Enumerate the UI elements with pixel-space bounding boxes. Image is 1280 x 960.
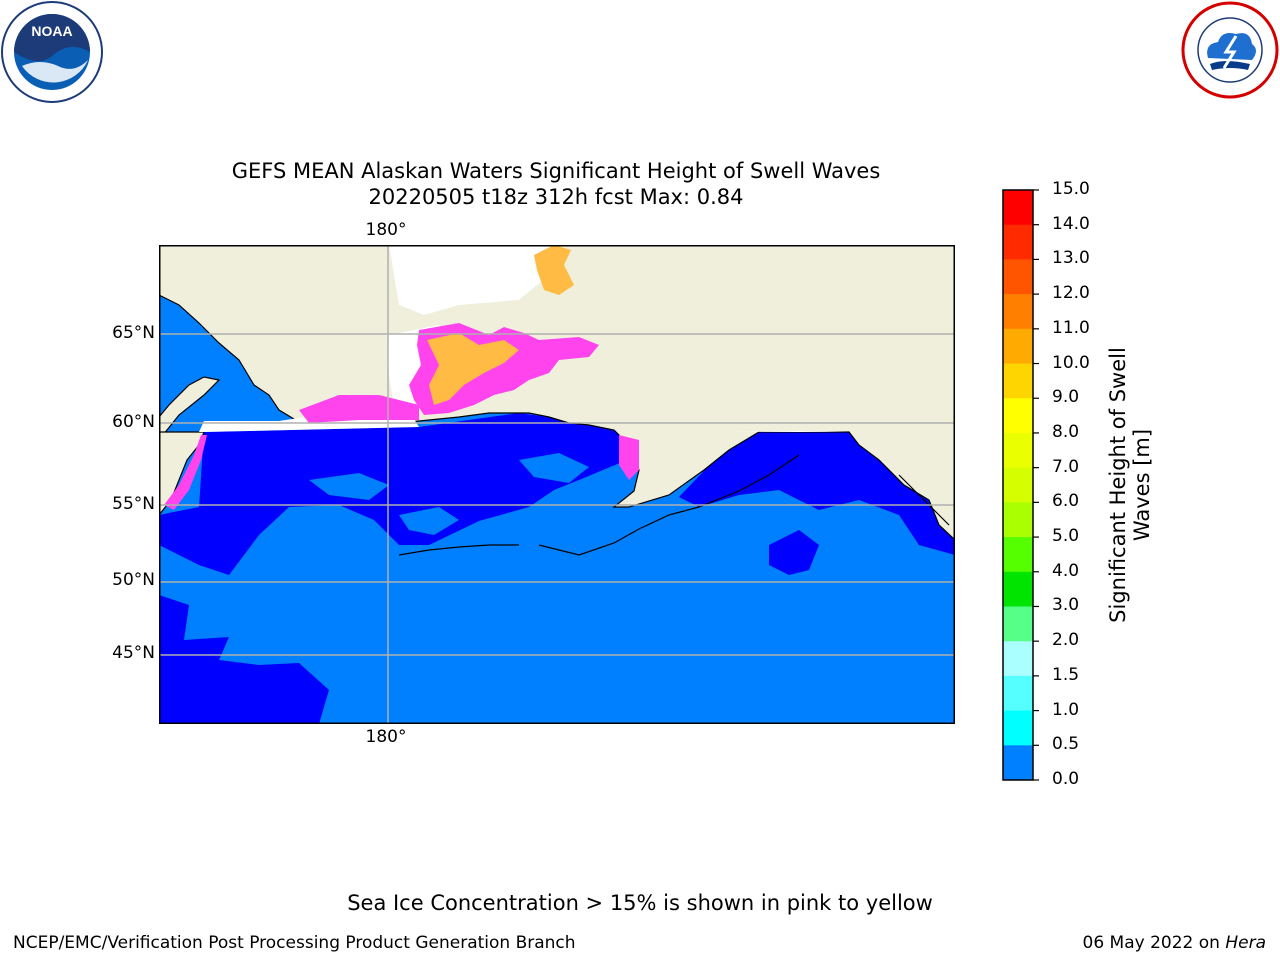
colorbar-tick-label: 1.5 bbox=[1052, 664, 1080, 685]
land-chukotka-west bbox=[159, 376, 221, 441]
sea-ice-note: Sea Ice Concentration > 15% is shown in … bbox=[347, 891, 933, 915]
colorbar-tick-label: 2.0 bbox=[1052, 630, 1080, 651]
colorbar-tick-label: 12.0 bbox=[1052, 283, 1090, 304]
colorbar-segment bbox=[1003, 294, 1033, 330]
lat-label-55: 55°N bbox=[112, 494, 155, 514]
colorbar-segment bbox=[1003, 641, 1033, 677]
swell-map bbox=[159, 245, 955, 724]
sea-ice-bristol bbox=[619, 435, 639, 480]
colorbar-tick-label: 10.0 bbox=[1052, 352, 1090, 373]
colorbar-label-line1: Significant Height of Swell bbox=[1106, 347, 1130, 623]
noaa-logo: NOAA bbox=[1, 1, 103, 103]
sea-ice-chukchi bbox=[534, 245, 574, 295]
colorbar-tick-label: 0.5 bbox=[1052, 734, 1080, 755]
lat-label-65: 65°N bbox=[112, 323, 155, 343]
footer-machine: Hera bbox=[1225, 933, 1266, 953]
ocean-low-north bbox=[159, 413, 639, 575]
footer-date-text: 06 May 2022 on bbox=[1082, 933, 1226, 953]
colorbar-tick-label: 1.0 bbox=[1052, 699, 1080, 720]
ocean-low-sw bbox=[159, 595, 329, 724]
ice-blank-gulf bbox=[729, 431, 849, 432]
colorbar-tick-label: 8.0 bbox=[1052, 421, 1080, 442]
colorbar bbox=[1002, 189, 1039, 781]
colorbar-segment bbox=[1003, 606, 1033, 642]
colorbar-tick-label: 0.0 bbox=[1052, 769, 1080, 789]
footer-credit: NCEP/EMC/Verification Post Processing Pr… bbox=[13, 933, 576, 953]
ocean-low-se bbox=[769, 530, 819, 575]
colorbar-segment bbox=[1003, 675, 1033, 712]
colorbar-segment bbox=[1003, 432, 1033, 469]
noaa-logo-text: NOAA bbox=[31, 23, 72, 39]
colorbar-segment bbox=[1003, 710, 1033, 746]
colorbar-tick-label: 3.0 bbox=[1052, 595, 1080, 616]
lon-label-top: 180° bbox=[365, 220, 407, 240]
colorbar-segment bbox=[1003, 224, 1033, 260]
colorbar-label-line2: Waves [m] bbox=[1130, 428, 1154, 542]
lat-label-60: 60°N bbox=[112, 412, 155, 432]
chart-title: GEFS MEAN Alaskan Waters Significant Hei… bbox=[231, 159, 881, 183]
land-north bbox=[159, 245, 955, 541]
colorbar-tick-label: 15.0 bbox=[1052, 179, 1090, 199]
lat-label-45: 45°N bbox=[112, 643, 155, 663]
lat-label-50: 50°N bbox=[112, 570, 155, 590]
sea-ice-chukotka-coast bbox=[299, 395, 419, 423]
colorbar-segment bbox=[1003, 259, 1033, 295]
colorbar-segment bbox=[1003, 328, 1033, 365]
colorbar-segment bbox=[1003, 571, 1033, 607]
colorbar-segment bbox=[1003, 363, 1033, 399]
colorbar-label: Significant Height of Swell Waves [m] bbox=[1106, 305, 1154, 665]
colorbar-tick-label: 5.0 bbox=[1052, 526, 1080, 547]
colorbar-tick-label: 7.0 bbox=[1052, 456, 1080, 477]
ice-blank-chukchi bbox=[389, 245, 559, 315]
colorbar-tick-label: 9.0 bbox=[1052, 387, 1080, 408]
colorbar-segment bbox=[1003, 502, 1033, 538]
chart-subtitle: 20220505 t18z 312h fcst Max: 0.84 bbox=[368, 185, 744, 209]
map-gridlines bbox=[159, 245, 955, 724]
colorbar-tick-label: 11.0 bbox=[1052, 317, 1090, 338]
colorbar-tick-label: 6.0 bbox=[1052, 491, 1080, 512]
colorbar-segment bbox=[1003, 467, 1033, 503]
lon-label-bottom: 180° bbox=[365, 727, 407, 747]
footer-date: 06 May 2022 on Hera bbox=[1083, 933, 1267, 953]
sea-ice-kamchatka bbox=[164, 435, 207, 510]
sea-ice-bering-inner bbox=[427, 333, 519, 405]
colorbar-segment bbox=[1003, 537, 1033, 573]
colorbar-tick-label: 13.0 bbox=[1052, 248, 1090, 269]
colorbar-tick-label: 4.0 bbox=[1052, 560, 1080, 581]
colorbar-segment bbox=[1003, 398, 1033, 434]
colorbar-segment bbox=[1003, 745, 1033, 781]
nws-logo bbox=[1181, 1, 1279, 99]
colorbar-segment bbox=[1003, 190, 1033, 226]
colorbar-tick-label: 14.0 bbox=[1052, 213, 1090, 234]
